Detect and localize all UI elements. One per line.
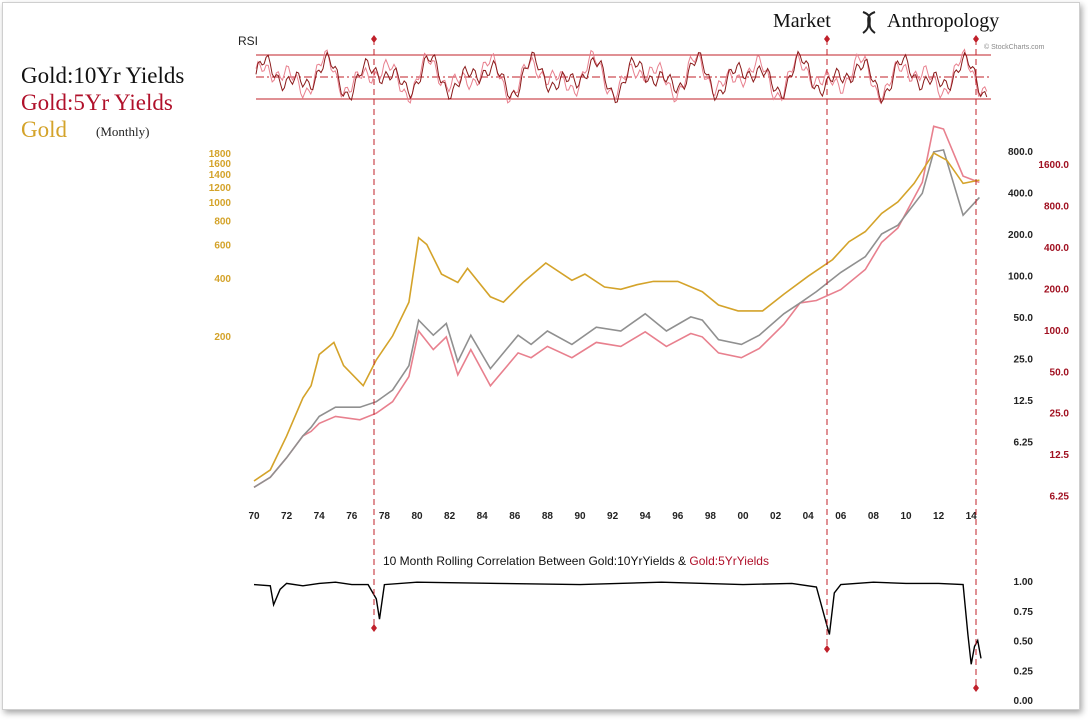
five-year-axis-tick: 12.5 xyxy=(1050,450,1070,461)
ten-year-axis-tick: 400.0 xyxy=(1008,189,1033,200)
event-marker-top xyxy=(371,35,377,43)
x-axis-tick: 94 xyxy=(640,511,652,522)
five-year-axis-tick: 1600.0 xyxy=(1038,160,1069,171)
x-axis-tick: 08 xyxy=(868,511,880,522)
gold-axis-tick: 800 xyxy=(214,217,231,228)
rsi-five-year-line xyxy=(255,48,988,105)
x-axis-tick: 70 xyxy=(248,511,260,522)
correlation-title-part: 10 Month Rolling Correlation Between Gol… xyxy=(383,554,689,568)
event-marker-bottom xyxy=(973,684,979,692)
x-axis-tick: 00 xyxy=(737,511,749,522)
correlation-line xyxy=(253,581,982,665)
event-marker-bottom xyxy=(824,645,830,653)
correlation-title: 10 Month Rolling Correlation Between Gol… xyxy=(383,554,769,568)
x-axis-tick: 12 xyxy=(933,511,945,522)
x-axis-tick: 04 xyxy=(803,511,815,522)
x-axis-tick: 80 xyxy=(411,511,423,522)
x-axis-tick: 72 xyxy=(281,511,293,522)
ten-year-axis-tick: 100.0 xyxy=(1008,271,1033,282)
chart-canvas: Market Anthropology © StockCharts.com Gold:… xyxy=(21,10,1070,707)
ten-year-axis-tick: 800.0 xyxy=(1008,147,1033,158)
gold-axis-tick: 600 xyxy=(214,240,231,251)
rsi-label: RSI xyxy=(238,34,258,48)
correlation-axis-tick: 0.00 xyxy=(1014,696,1034,707)
x-axis-tick: 78 xyxy=(379,511,391,522)
ten-year-axis-tick: 50.0 xyxy=(1014,313,1034,324)
five-year-axis-tick: 6.25 xyxy=(1050,492,1070,503)
stockcharts-credit: © StockCharts.com xyxy=(984,43,1045,51)
dna-icon xyxy=(862,11,876,34)
x-axis-tick: 88 xyxy=(542,511,554,522)
gold-axis-tick: 1000 xyxy=(209,198,232,209)
legend-gold: Gold xyxy=(21,117,68,142)
chart-frame: Market Anthropology © StockCharts.com Gold:… xyxy=(2,2,1080,710)
legend-ten-year: Gold:10Yr Yields xyxy=(21,63,184,88)
ten-year-axis-tick: 12.5 xyxy=(1014,396,1034,407)
five-year-axis-tick: 400.0 xyxy=(1044,243,1069,254)
gold-axis-tick: 1400 xyxy=(209,170,232,181)
gold-axis-tick: 1200 xyxy=(209,183,232,194)
x-axis-tick: 96 xyxy=(672,511,684,522)
five-year-axis-tick: 800.0 xyxy=(1044,201,1069,212)
five-year-axis-tick: 25.0 xyxy=(1050,409,1070,420)
correlation-title-highlight: Gold:5YrYields xyxy=(689,554,769,568)
gold-axis-tick: 1800 xyxy=(209,149,232,160)
correlation-axis-tick: 0.25 xyxy=(1014,666,1034,677)
legend-five-year: Gold:5Yr Yields xyxy=(21,90,173,115)
x-axis-tick: 90 xyxy=(574,511,586,522)
five-year-axis-tick: 100.0 xyxy=(1044,326,1069,337)
x-axis-tick: 14 xyxy=(966,511,978,522)
gold-axis-tick: 400 xyxy=(214,274,231,285)
gold-axis-tick: 200 xyxy=(214,332,231,343)
x-axis-tick: 02 xyxy=(770,511,782,522)
ten-year-axis-tick: 200.0 xyxy=(1008,230,1033,241)
event-marker-top xyxy=(824,35,830,43)
brand-right: Anthropology xyxy=(887,10,999,32)
x-axis-tick: 74 xyxy=(314,511,326,522)
ten-year-ratio-line xyxy=(253,148,980,488)
x-axis-tick: 82 xyxy=(444,511,456,522)
correlation-axis-tick: 1.00 xyxy=(1014,577,1034,588)
five-year-ratio-line xyxy=(253,125,980,488)
correlation-axis-tick: 0.50 xyxy=(1014,637,1034,648)
x-axis-tick: 10 xyxy=(900,511,912,522)
gold-axis-tick: 1600 xyxy=(209,159,232,170)
x-axis-tick: 06 xyxy=(835,511,847,522)
rsi-ten-year-line xyxy=(255,50,988,105)
event-marker-top xyxy=(973,35,979,43)
x-axis-tick: 98 xyxy=(705,511,717,522)
correlation-axis-tick: 0.75 xyxy=(1014,607,1034,618)
five-year-axis-tick: 50.0 xyxy=(1050,367,1070,378)
legend-gold-suffix: (Monthly) xyxy=(96,124,149,139)
event-marker-bottom xyxy=(371,624,377,632)
ten-year-axis-tick: 25.0 xyxy=(1014,354,1034,365)
x-axis-tick: 76 xyxy=(346,511,358,522)
five-year-axis-tick: 200.0 xyxy=(1044,284,1069,295)
gold-price-line xyxy=(253,151,980,482)
brand-left: Market xyxy=(773,10,831,32)
x-axis-tick: 92 xyxy=(607,511,619,522)
ten-year-axis-tick: 6.25 xyxy=(1014,437,1034,448)
x-axis-tick: 86 xyxy=(509,511,521,522)
x-axis-tick: 84 xyxy=(477,511,489,522)
